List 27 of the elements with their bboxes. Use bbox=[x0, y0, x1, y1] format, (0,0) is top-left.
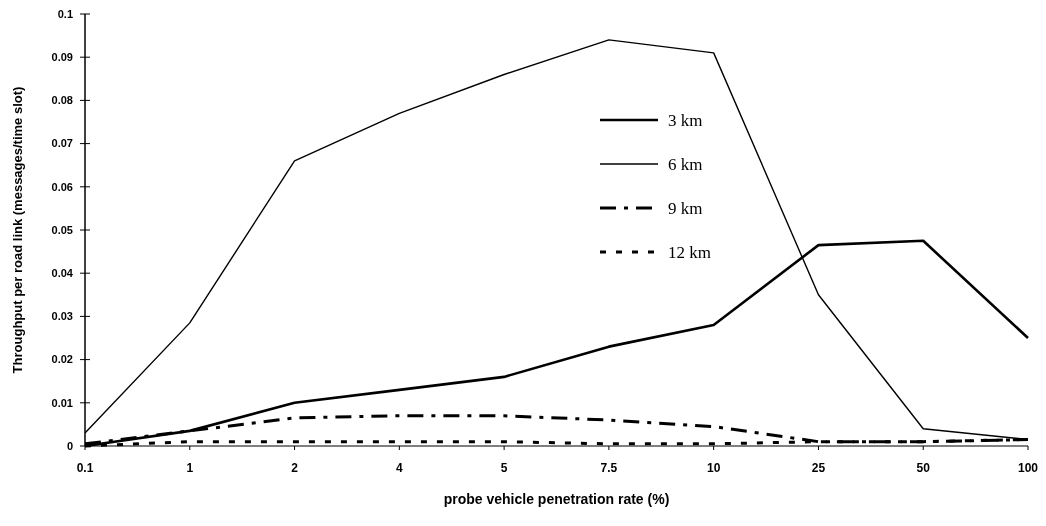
legend-label: 12 km bbox=[668, 242, 711, 262]
y-tick-label: 0.08 bbox=[51, 94, 73, 107]
y-tick-label: 0.1 bbox=[57, 7, 73, 20]
y-tick-label: 0.02 bbox=[51, 353, 73, 366]
x-axis-title: probe vehicle penetration rate (%) bbox=[443, 491, 670, 507]
y-tick-label: 0.06 bbox=[51, 180, 73, 193]
x-tick-label: 100 bbox=[1017, 461, 1039, 475]
x-tick-label: 25 bbox=[811, 461, 826, 475]
y-tick-label: 0.01 bbox=[51, 396, 73, 409]
y-tick-label: 0.05 bbox=[51, 223, 73, 236]
x-tick-label: 7.5 bbox=[600, 461, 618, 475]
y-tick-label: 0.07 bbox=[51, 137, 73, 150]
y-tick-label: 0 bbox=[66, 439, 73, 452]
y-tick-label: 0.03 bbox=[51, 310, 73, 323]
legend-label: 3 km bbox=[668, 110, 703, 130]
legend-label: 6 km bbox=[668, 154, 703, 174]
x-tick-label: 0.1 bbox=[76, 461, 94, 475]
x-tick-label: 5 bbox=[500, 461, 508, 475]
legend-label: 9 km bbox=[668, 198, 703, 218]
y-tick-label: 0.04 bbox=[51, 267, 74, 280]
y-tick-label: 0.09 bbox=[51, 51, 73, 64]
x-tick-label: 2 bbox=[291, 461, 299, 475]
x-tick-label: 1 bbox=[186, 461, 194, 475]
x-tick-label: 10 bbox=[706, 461, 721, 475]
x-tick-label: 50 bbox=[916, 461, 931, 475]
y-axis-title: Throughput per road link (messages/time slot) bbox=[10, 86, 25, 374]
x-tick-label: 4 bbox=[395, 461, 403, 475]
